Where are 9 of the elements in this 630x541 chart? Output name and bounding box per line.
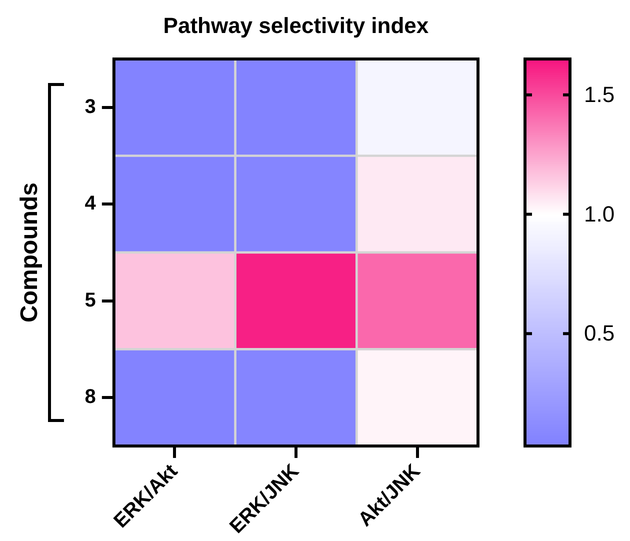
- y-axis-title: Compounds: [16, 182, 44, 322]
- y-tick-label: 5: [84, 289, 96, 312]
- y-tick-label: 3: [84, 96, 96, 118]
- y-tick-label: 4: [84, 192, 97, 215]
- color-bar-label: 1.0: [584, 201, 615, 226]
- color-bar-label: 1.5: [584, 82, 615, 107]
- chart-title: Pathway selectivity index: [163, 13, 430, 38]
- color-bar-label: 0.5: [584, 320, 615, 346]
- y-tick-label: 8: [84, 386, 96, 408]
